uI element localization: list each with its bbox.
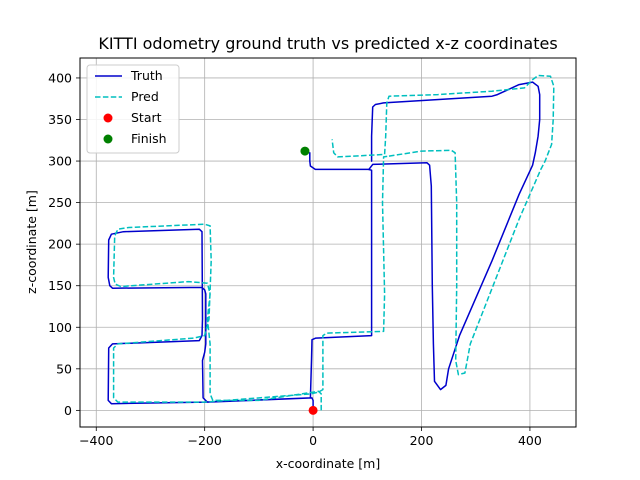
x-tick-label: 200	[410, 433, 434, 448]
series-layer	[107, 74, 555, 412]
y-tick-label: 50	[56, 361, 72, 376]
grid-lines	[80, 58, 576, 427]
y-tick-label: 400	[48, 70, 72, 85]
y-tick-label: 0	[64, 403, 72, 418]
y-tick-label: 100	[48, 320, 72, 335]
chart-title: KITTI odometry ground truth vs predicted…	[98, 34, 557, 53]
legend-box	[86, 64, 180, 154]
legend-start-label: Start	[131, 110, 162, 125]
x-tick-label: −200	[188, 433, 222, 448]
x-tick-label: −400	[79, 433, 113, 448]
legend-finish-marker	[103, 134, 113, 144]
y-tick-label: 200	[48, 237, 72, 252]
finish-marker	[300, 146, 310, 156]
x-axis-label: x-coordinate [m]	[276, 456, 380, 471]
y-tick-label: 300	[48, 154, 72, 169]
series-truth-line	[107, 151, 373, 412]
series-truth-line	[368, 81, 541, 391]
start-marker	[308, 405, 318, 415]
y-axis-label: z-coordinate [m]	[24, 190, 39, 294]
marker-layer	[300, 146, 318, 415]
series-pred-line	[112, 155, 390, 411]
y-tick-label: 350	[48, 112, 72, 127]
legend-pred-label: Pred	[131, 89, 159, 104]
y-tick-label: 150	[48, 278, 72, 293]
x-tick-label: 0	[309, 433, 317, 448]
legend: Truth Pred Start Finish	[86, 64, 180, 154]
y-tick-label: 250	[48, 195, 72, 210]
legend-finish-label: Finish	[131, 131, 167, 146]
plot-area-frame	[79, 57, 577, 428]
series-pred-line	[331, 74, 555, 376]
legend-start-marker	[103, 113, 113, 123]
axis-ticks: −400 −200 0 200 400 0 50 100 150 200 250 300 350 400	[48, 70, 542, 448]
legend-truth-label: Truth	[130, 68, 163, 83]
x-tick-label: 400	[518, 433, 542, 448]
